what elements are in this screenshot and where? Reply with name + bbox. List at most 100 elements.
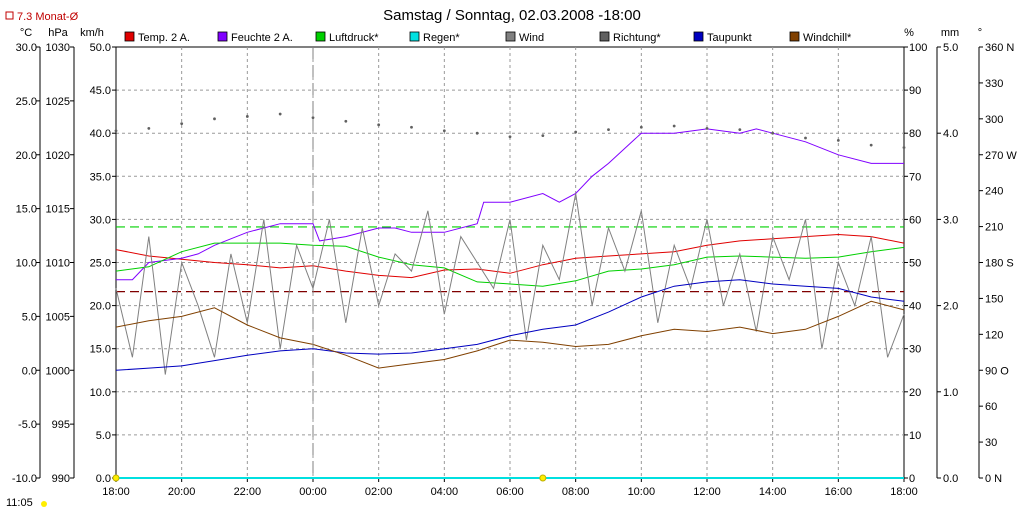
axis-tick-label: 1010 <box>46 258 70 270</box>
axis-tick-label: 270 W <box>985 150 1017 162</box>
data-point <box>738 128 742 132</box>
x-tick-label: 12:00 <box>693 486 721 498</box>
x-tick-label: 18:00 <box>890 486 918 498</box>
axis-tick-label: 5.0 <box>96 430 111 442</box>
data-point <box>147 127 151 130</box>
axis-tick-label: 80 <box>909 128 921 140</box>
axis-tick-label: 15.0 <box>90 344 111 356</box>
legend-label: Richtung* <box>613 32 661 44</box>
time-label: 11:05 <box>6 497 33 509</box>
humidity-unit-label: % <box>904 27 914 39</box>
data-point <box>804 136 807 140</box>
wind-axis: 0.0 5.0 10.0 15.0 20.0 25.0 30.0 35.0 40.0 45.0 50… <box>90 42 117 485</box>
axis-tick-label: 45.0 <box>90 85 111 97</box>
axis-tick-label: 0.0 <box>943 473 958 485</box>
axis-tick-label: 210 <box>985 222 1003 234</box>
direction-axis: 0 N 30 60 90 O 120 150 180 S 210 240 270 W 300 330 3… <box>978 42 1017 485</box>
axis-tick-label: 50 <box>909 258 921 270</box>
wind-unit-label: km/h <box>80 27 104 39</box>
axis-tick-label: 50.0 <box>90 42 111 54</box>
data-point <box>213 117 216 121</box>
sun-icon <box>41 501 47 507</box>
axis-tick-label: 1000 <box>46 365 70 377</box>
axis-tick-label: 90 O <box>985 365 1009 377</box>
axis-tick-label: 30 <box>985 437 997 449</box>
data-point <box>377 123 381 127</box>
legend-item: Regen* <box>409 31 460 44</box>
data-point <box>410 125 413 129</box>
axis-tick-label: 0 <box>909 473 915 485</box>
axis-tick-label: 0.0 <box>96 473 111 485</box>
legend-item: Taupunkt <box>693 31 752 44</box>
legend-swatch <box>505 31 516 42</box>
direction-unit-label: ° <box>978 27 982 39</box>
x-tick-label: 22:00 <box>234 486 262 498</box>
monat-label: 7.3 Monat-Ø <box>17 11 79 23</box>
x-tick-label: 10:00 <box>628 486 656 498</box>
axis-tick-label: 15.0 <box>16 204 37 216</box>
series <box>116 128 904 281</box>
rain-unit-label: mm <box>941 27 959 39</box>
legend-label: Regen* <box>423 32 460 44</box>
series <box>115 193 905 375</box>
pressure-axis: 990 995 1000 1005 1010 1015 1020 1025 1030 <box>46 42 75 485</box>
axis-tick-label: 30 <box>909 344 921 356</box>
legend-swatch <box>217 31 228 42</box>
x-tick-label: 18:00 <box>102 486 130 498</box>
x-tick-label: 08:00 <box>562 486 590 498</box>
series-line <box>115 279 905 371</box>
data-point <box>508 135 512 139</box>
axis-tick-label: 25.0 <box>90 258 111 270</box>
data-point <box>869 143 873 147</box>
legend-item: Windchill* <box>789 31 852 44</box>
axis-tick-label: 5.0 <box>943 42 958 54</box>
data-point <box>574 130 578 134</box>
pressure-unit-label: hPa <box>48 27 68 39</box>
legend-swatch <box>693 31 704 42</box>
series <box>115 279 905 371</box>
axis-tick-label: 10 <box>909 430 921 442</box>
data-point <box>114 129 118 133</box>
legend-label: Windchill* <box>803 32 852 44</box>
legend-label: Taupunkt <box>707 32 752 44</box>
series-line <box>115 242 905 287</box>
axis-tick-label: 1015 <box>46 204 70 216</box>
chart-title: Samstag / Sonntag, 02.03.2008 -18:00 <box>383 7 641 24</box>
axis-tick-label: 360 N <box>985 42 1014 54</box>
legend-swatch <box>315 31 326 42</box>
axis-tick-label: 1025 <box>46 96 70 108</box>
axis-tick-label: 0 N <box>985 473 1002 485</box>
axis-tick-label: 20.0 <box>90 301 111 313</box>
data-point <box>278 112 282 116</box>
data-point <box>442 129 446 133</box>
data-point <box>639 125 643 129</box>
axis-tick-label: 995 <box>52 419 70 431</box>
x-axis: 18:00 20:00 22:00 00:00 02:00 04:00 06:00 08:00… <box>102 478 918 498</box>
legend: Temp. 2 A. Feuchte 2 A. Luftdruck* Regen* Wi… <box>124 31 852 44</box>
axis-tick-label: -10.0 <box>12 473 37 485</box>
axis-tick-label: 300 <box>985 114 1003 126</box>
x-tick-label: 04:00 <box>431 486 459 498</box>
data-point <box>672 124 676 128</box>
x-tick-label: 06:00 <box>496 486 524 498</box>
sun-marker <box>539 474 547 482</box>
humidity-axis: 0 10 20 30 40 50 60 70 80 90 100 <box>904 42 927 485</box>
legend-item: Temp. 2 A. <box>124 31 190 44</box>
axis-tick-label: 120 <box>985 329 1003 341</box>
axis-tick-label: 990 <box>52 473 70 485</box>
axis-tick-label: 1030 <box>46 42 70 54</box>
legend-item: Luftdruck* <box>315 31 379 44</box>
axis-tick-label: 240 <box>985 186 1003 198</box>
data-point <box>902 146 906 149</box>
axis-tick-label: 30.0 <box>16 42 37 54</box>
axis-tick-label: 1005 <box>46 311 70 323</box>
axis-tick-label: 2.0 <box>943 301 958 313</box>
series <box>115 300 905 369</box>
axis-tick-label: 40 <box>909 301 921 313</box>
legend-swatch <box>789 31 800 42</box>
axis-tick-label: -5.0 <box>18 419 37 431</box>
legend-label: Feuchte 2 A. <box>231 32 293 44</box>
axis-tick-label: 40.0 <box>90 128 111 140</box>
x-tick-label: 14:00 <box>759 486 787 498</box>
